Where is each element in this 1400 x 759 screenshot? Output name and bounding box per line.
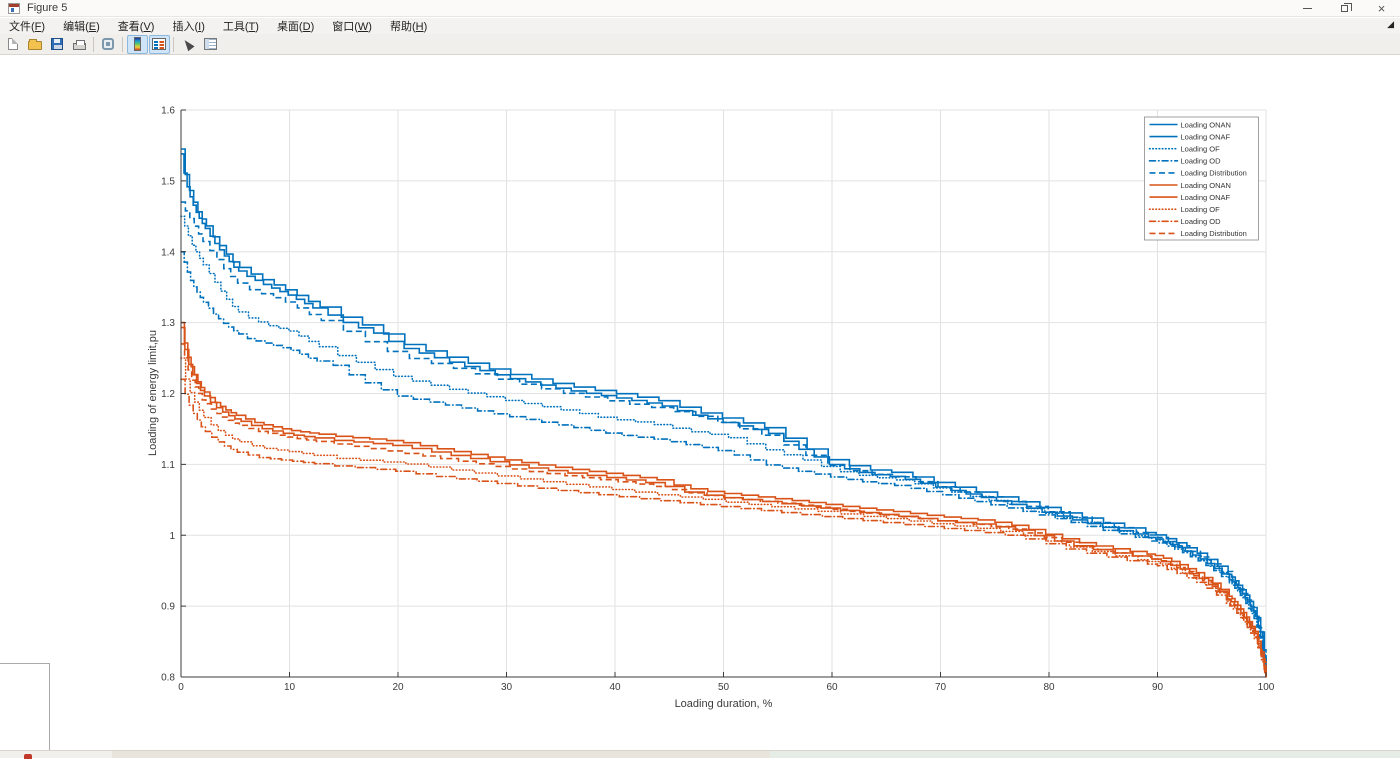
y-tick-label: 0.8 [161, 673, 175, 684]
edit-plot-icon [181, 37, 194, 51]
titlebar: Figure 5 × [0, 0, 1400, 17]
axes: 0 10 20 30 40 50 60 70 80 90 100 0.8 0.9 1 1.1 1.2 1.3 1.… [161, 106, 1275, 694]
y-tick-label: 1 [169, 531, 175, 542]
y-tick-label: 1.3 [161, 318, 175, 329]
toolbar-separator [122, 37, 123, 52]
link-plot-icon [102, 38, 114, 50]
figure-canvas: 0 10 20 30 40 50 60 70 80 90 100 0.8 0.9 1 1.1 1.2 1.3 1.… [0, 55, 1400, 750]
menu-item-w[interactable]: 窗口(W) [323, 17, 381, 35]
close-button[interactable]: × [1363, 0, 1400, 17]
new-figure-button[interactable] [3, 35, 24, 54]
x-tick-label: 20 [392, 682, 404, 693]
x-tick-label: 50 [718, 682, 730, 693]
y-tick-label: 1.5 [161, 176, 175, 187]
toolbar-separator [93, 37, 94, 52]
legend[interactable]: Loading ONAN Loading ONAF Loading OF Loadin… [1145, 117, 1259, 240]
grid [181, 110, 1266, 677]
x-tick-label: 30 [501, 682, 513, 693]
window-controls: × [1289, 0, 1400, 17]
legend-entry-label: Loading Distribution [1181, 229, 1247, 238]
x-tick-label: 70 [935, 682, 947, 693]
new-figure-icon [8, 38, 18, 50]
y-tick-label: 1.6 [161, 106, 175, 117]
x-tick-label: 40 [609, 682, 621, 693]
legend-entry-label: Loading ONAN [1181, 120, 1231, 129]
toolbar-separator [173, 37, 174, 52]
legend-entry-label: Loading ONAF [1181, 132, 1231, 141]
y-tick-label: 1.2 [161, 389, 175, 400]
menu-item-h[interactable]: 帮助(H) [381, 17, 436, 35]
print-figure-button[interactable] [69, 35, 90, 54]
legend-entry-label: Loading OD [1181, 157, 1222, 166]
property-inspector-button[interactable] [200, 35, 221, 54]
x-tick-label: 80 [1043, 682, 1055, 693]
legend-entry-label: Loading ONAN [1181, 181, 1231, 190]
x-tick-label: 10 [284, 682, 296, 693]
menubar: 文件(F)编辑(E)查看(V)插入(I)工具(T)桌面(D)窗口(W)帮助(H)… [0, 18, 1400, 34]
y-tick-label: 1.4 [161, 247, 175, 258]
menu-item-t[interactable]: 工具(T) [214, 17, 268, 35]
x-tick-label: 100 [1258, 682, 1275, 693]
plot-svg: 0 10 20 30 40 50 60 70 80 90 100 0.8 0.9 1 1.1 1.2 1.3 1.… [0, 55, 1400, 750]
x-tick-label: 0 [178, 682, 184, 693]
menu-item-e[interactable]: 编辑(E) [54, 17, 109, 35]
dock-figure-icon[interactable]: ◢ [1387, 19, 1394, 30]
legend-entry-label: Loading OF [1181, 145, 1221, 154]
menu-item-i[interactable]: 插入(I) [163, 17, 213, 35]
x-axis-label: Loading duration, % [181, 698, 1266, 710]
matlab-figure-icon [8, 3, 20, 14]
window-title: Figure 5 [27, 2, 67, 14]
minimize-button[interactable] [1289, 0, 1326, 17]
y-axis-label: Loading of energy limit,pu [147, 330, 159, 456]
legend-entry-label: Loading ONAF [1181, 193, 1231, 202]
legend-entry-label: Loading Distribution [1181, 169, 1247, 178]
property-inspector-icon [204, 38, 217, 50]
menu-item-d[interactable]: 桌面(D) [268, 17, 323, 35]
x-tick-label: 60 [826, 682, 838, 693]
background-window-fragment [0, 663, 50, 751]
legend-entry-label: Loading OF [1181, 205, 1221, 214]
taskbar-edge[interactable] [0, 750, 1400, 758]
print-figure-icon [73, 43, 86, 50]
edit-plot-button[interactable] [178, 35, 199, 54]
save-figure-button[interactable] [47, 35, 68, 54]
legend-entry-label: Loading OD [1181, 217, 1222, 226]
link-plot-button[interactable] [98, 35, 119, 54]
save-figure-icon [51, 38, 63, 50]
y-tick-label: 0.9 [161, 602, 175, 613]
y-tick-label: 1.1 [161, 460, 175, 471]
open-file-icon [28, 41, 42, 50]
insert-colorbar-icon [134, 37, 141, 51]
insert-colorbar-button[interactable] [127, 35, 148, 54]
taskbar-app-icon[interactable] [24, 754, 32, 759]
insert-legend-icon [152, 38, 166, 50]
menu-item-f[interactable]: 文件(F) [0, 17, 54, 35]
restore-button[interactable] [1326, 0, 1363, 17]
menu-item-v[interactable]: 查看(V) [109, 17, 164, 35]
toolbar [0, 34, 1400, 55]
open-file-button[interactable] [25, 35, 46, 54]
x-tick-label: 90 [1152, 682, 1164, 693]
insert-legend-button[interactable] [149, 35, 170, 54]
